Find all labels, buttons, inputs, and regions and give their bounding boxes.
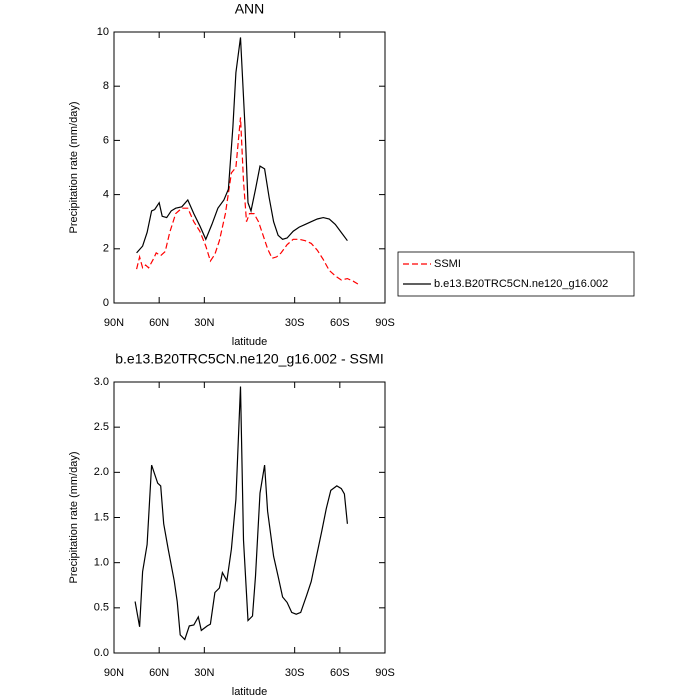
y-tick-label: 6 [103, 134, 109, 146]
legend-label: b.e13.B20TRC5CN.ne120_g16.002 [434, 278, 608, 290]
data-line [134, 386, 348, 641]
y-tick-label: 0.5 [94, 602, 109, 614]
legend-label: SSMI [434, 258, 461, 270]
x-tick-label: 60S [330, 667, 350, 679]
x-tick-label: 30S [285, 667, 305, 679]
chart-title: b.e13.B20TRC5CN.ne120_g16.002 - SSMI [115, 351, 384, 367]
y-axis-label: Precipitation rate (mm/day) [68, 101, 80, 233]
y-tick-label: 1.0 [94, 557, 109, 569]
y-axis-label: Precipitation rate (mm/day) [68, 451, 80, 583]
y-tick-label: 10 [97, 26, 109, 38]
data-line [136, 37, 348, 254]
plot-frame [113, 31, 386, 304]
x-tick-label: 90S [375, 667, 395, 679]
y-tick-label: 3.0 [94, 376, 109, 388]
y-tick-label: 1.5 [94, 511, 109, 523]
x-tick-label: 30N [194, 667, 214, 679]
chart-title: ANN [235, 1, 265, 17]
x-axis-label: latitude [232, 336, 267, 348]
data-line [136, 117, 359, 285]
x-tick-label: 90S [375, 317, 395, 329]
x-tick-label: 90N [104, 317, 124, 329]
x-tick-label: 30S [285, 317, 305, 329]
y-tick-label: 0 [103, 297, 109, 309]
plot-frame [113, 381, 386, 654]
x-axis-label: latitude [232, 686, 267, 698]
y-tick-label: 2 [103, 243, 109, 255]
y-tick-label: 4 [103, 189, 109, 201]
legend-box [397, 251, 635, 297]
y-tick-label: 2.0 [94, 466, 109, 478]
y-tick-label: 8 [103, 80, 109, 92]
y-tick-label: 2.5 [94, 421, 109, 433]
x-tick-label: 30N [194, 317, 214, 329]
x-tick-label: 90N [104, 667, 124, 679]
y-tick-label: 0.0 [94, 647, 109, 659]
x-tick-label: 60N [149, 317, 169, 329]
x-tick-label: 60N [149, 667, 169, 679]
x-tick-label: 60S [330, 317, 350, 329]
